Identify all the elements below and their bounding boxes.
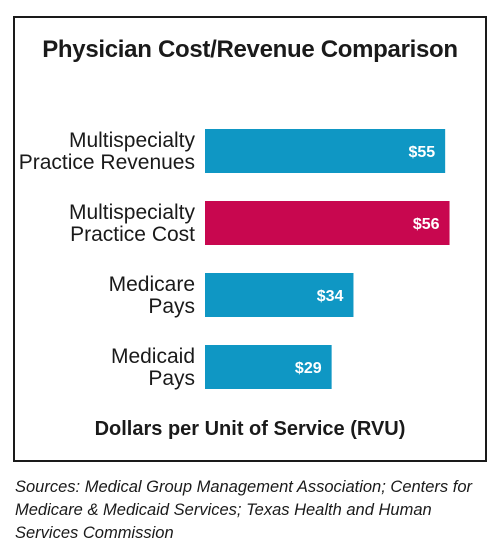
- bar: [205, 345, 332, 389]
- source-note: Sources: Medical Group Management Associ…: [15, 478, 473, 542]
- bar-value-label: $55: [408, 144, 435, 161]
- category-label: Medicare Pays: [109, 273, 195, 318]
- bar: [205, 201, 450, 245]
- bar: [205, 273, 354, 317]
- bar-value-label: $29: [295, 360, 322, 377]
- chart-frame: Physician Cost/Revenue Comparison $55 Mul…: [13, 16, 487, 462]
- category-label: Medicaid Pays: [111, 345, 195, 390]
- bar: [205, 129, 446, 173]
- category-label: Multispecialty Practice Cost: [69, 201, 196, 246]
- bar-value-label: $34: [317, 288, 344, 305]
- bar-chart-plot: $55 Multispecialty Practice Revenues $56 Mul…: [19, 129, 450, 390]
- x-axis-label: Dollars per Unit of Service (RVU): [94, 418, 406, 440]
- chart-title: Physician Cost/Revenue Comparison: [42, 36, 458, 63]
- category-label: Multispecialty Practice Revenues: [19, 129, 196, 174]
- bar-value-label: $56: [413, 216, 440, 233]
